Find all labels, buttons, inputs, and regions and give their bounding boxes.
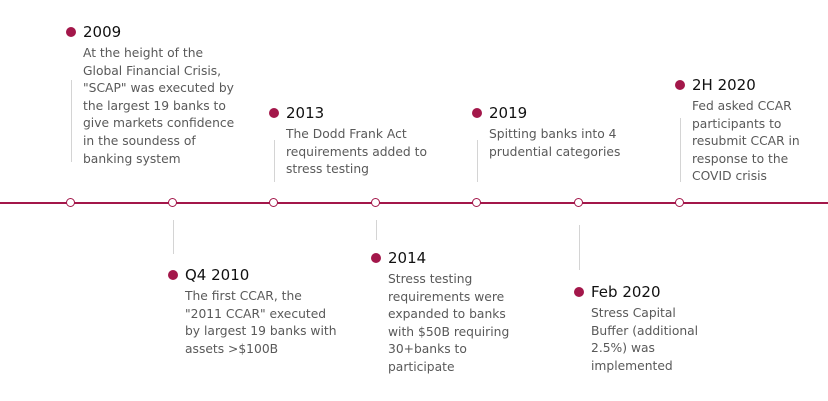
connector-line xyxy=(680,118,681,182)
event-description: At the height of the Global Financial Cr… xyxy=(83,46,235,166)
event-description: Stress Capital Buffer (additional 2.5%) … xyxy=(591,306,699,373)
timeline-node xyxy=(371,198,380,207)
event-dot xyxy=(574,287,584,297)
event-title: Q4 2010 xyxy=(185,266,250,284)
event-description: The Dodd Frank Act requirements added to… xyxy=(286,127,427,177)
event-2009: 2009 At the height of the Global Financi… xyxy=(66,22,243,168)
connector-line xyxy=(579,225,580,270)
event-title: 2014 xyxy=(388,249,427,267)
event-title: 2009 xyxy=(83,23,122,41)
connector-line xyxy=(376,220,377,240)
event-2h-2020: 2H 2020 Fed asked CCAR participants to r… xyxy=(675,75,828,186)
timeline-node xyxy=(472,198,481,207)
event-dot xyxy=(675,80,685,90)
timeline-node xyxy=(574,198,583,207)
timeline-node xyxy=(66,198,75,207)
connector-line xyxy=(477,140,478,182)
event-dot xyxy=(371,253,381,263)
connector-line xyxy=(71,80,72,162)
event-2019: 2019 Spitting banks into 4 prudential ca… xyxy=(472,103,649,161)
timeline-node xyxy=(269,198,278,207)
connector-line xyxy=(173,220,174,254)
event-feb-2020: Feb 2020 Stress Capital Buffer (addition… xyxy=(574,282,751,375)
timeline-axis xyxy=(0,202,828,204)
event-title: Feb 2020 xyxy=(591,283,661,301)
event-dot xyxy=(168,270,178,280)
timeline-node xyxy=(675,198,684,207)
event-dot xyxy=(269,108,279,118)
event-dot xyxy=(66,27,76,37)
event-description: The first CCAR, the "2011 CCAR" executed… xyxy=(185,289,337,356)
event-q4-2010: Q4 2010 The first CCAR, the "2011 CCAR" … xyxy=(168,265,345,358)
event-title: 2013 xyxy=(286,104,325,122)
event-description: Spitting banks into 4 prudential categor… xyxy=(489,127,621,159)
event-2013: 2013 The Dodd Frank Act requirements add… xyxy=(269,103,446,179)
event-description: Stress testing requirements were expande… xyxy=(388,272,510,374)
event-title: 2019 xyxy=(489,104,528,122)
event-description: Fed asked CCAR participants to resubmit … xyxy=(692,99,800,184)
timeline-node xyxy=(168,198,177,207)
connector-line xyxy=(274,140,275,182)
event-title: 2H 2020 xyxy=(692,76,756,94)
event-2014: 2014 Stress testing requirements were ex… xyxy=(371,248,548,377)
event-dot xyxy=(472,108,482,118)
